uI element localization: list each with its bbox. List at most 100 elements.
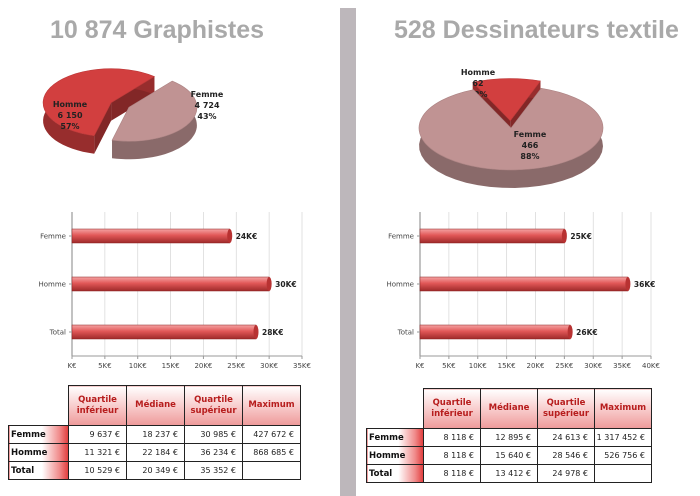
pie-label-femme: 43% [197,112,216,121]
pie-label-homme: 6 150 [57,111,82,120]
table-row: Femme 8 118 € 12 895 € 24 613 € 1 317 45… [366,428,652,447]
pie-chart: Homme 6 150 57% Femme 4 724 43% [42,68,224,160]
table-cell: 20 349 € [126,461,185,480]
bar-value-label: 25K€ [570,232,591,241]
pie-label-homme: 62 [472,79,483,88]
pie-label-femme: 4 724 [194,101,219,110]
x-tick-label: 35K€ [613,362,631,370]
pie-label-homme: Homme [461,68,496,77]
table-cell: 11 321 € [68,443,127,462]
bar-homme [419,276,629,292]
header-mediane: Médiane [480,388,538,429]
bar-value-label: 26K€ [576,328,597,337]
header-quartile-inferieur: Quartile inférieur [68,385,127,426]
x-tick-label: 35K€ [293,362,311,370]
table-row: Homme 8 118 € 15 640 € 28 546 € 526 756 … [366,446,652,465]
panel-title: 10 874 Graphistes [50,16,265,44]
table-cell: 8 118 € [423,428,481,447]
bar-chart: K€ 5K€ 10K€ 15K€ 20K€ 25K€ 30K€ 35K€ Femme 24K€ Ho… [39,212,311,370]
x-tick-label: 20K€ [527,362,545,370]
x-tick-label: 25K€ [227,362,245,370]
table-cell: 30 985 € [184,425,243,444]
x-tick-label: 20K€ [194,362,212,370]
pie-label-homme: Homme [53,100,88,109]
table-cell: 24 613 € [537,428,595,447]
table-cell: 22 184 € [126,443,185,462]
x-tick-label: 15K€ [498,362,516,370]
row-label-femme: Femme [8,425,69,444]
bar-value-label: 36K€ [634,280,655,289]
table-corner [9,386,69,426]
table-cell: 35 352 € [184,461,243,480]
bar-femme [419,228,565,244]
row-label-homme: Homme [366,446,424,465]
bar-value-label: 24K€ [236,232,257,241]
bar-total [419,324,571,340]
table-corner [367,389,424,429]
header-mediane: Médiane [126,385,185,426]
bar-end-cap [253,325,259,339]
header-quartile-inferieur: Quartile inférieur [423,388,481,429]
panel-dessinateurs-textile: 528 Dessinateurs textile Homme6212%Femme… [356,0,696,496]
table-row: Femme 9 637 € 18 237 € 30 985 € 427 672 … [8,425,301,444]
x-tick-label: 25K€ [555,362,573,370]
table-cell: 1 317 452 € [594,428,652,447]
pie-label-femme: 466 [522,141,539,150]
bar-end-cap [266,277,272,291]
table-cell: 526 756 € [594,446,652,465]
pie-label-homme: 57% [60,122,79,131]
pie-slice-homme [42,68,156,154]
x-tick-label: 30K€ [584,362,602,370]
x-tick-label: 40K€ [642,362,660,370]
bar-end-cap [227,229,233,243]
table-cell [242,461,301,480]
salary-table: Quartile inférieur Médiane Quartile supé… [366,388,652,483]
bar-total [71,324,257,340]
table-cell: 15 640 € [480,446,538,465]
bar-end-cap [561,229,567,243]
table-cell: 28 546 € [537,446,595,465]
table-cell: 24 978 € [537,464,595,483]
x-tick-label: 15K€ [162,362,180,370]
salary-table: Quartile inférieur Médiane Quartile supé… [8,385,301,480]
table-cell: 13 412 € [480,464,538,483]
header-quartile-superieur: Quartile supérieur [184,385,243,426]
table-cell: 8 118 € [423,464,481,483]
x-tick-label: 10K€ [469,362,487,370]
row-label-homme: Homme [8,443,69,462]
x-tick-label: 5K€ [98,362,112,370]
table-cell: 9 637 € [68,425,127,444]
table-row: Total 8 118 € 13 412 € 24 978 € [366,464,652,483]
table-cell: 10 529 € [68,461,127,480]
panel-graphistes: 10 874 Graphistes Homme 6 150 57% Femme 4 72… [0,0,340,496]
panel-title: 528 Dessinateurs textile [394,16,679,44]
bar-value-label: 30K€ [275,280,296,289]
row-label-total: Total [8,461,69,480]
row-label-femme: Femme [366,428,424,447]
table-cell: 36 234 € [184,443,243,462]
y-tick-label: Total [49,329,66,337]
x-tick-label: 5K€ [442,362,456,370]
bar-femme [71,228,230,244]
y-tick-label: Homme [387,281,415,289]
y-tick-label: Total [397,329,414,337]
y-tick-label: Femme [40,233,66,241]
pie-slice-femme [418,87,604,188]
y-tick-label: Homme [39,281,67,289]
table-row: Total 10 529 € 20 349 € 35 352 € [8,461,301,480]
pie-label-femme: Femme [514,130,547,139]
y-tick-label: Femme [388,233,414,241]
bar-chart: K€ 5K€ 10K€ 15K€ 20K€ 25K€ 30K€ 35K€ 40K€ Femme 25… [387,212,660,370]
pie-slice-femme [111,80,198,160]
bar-end-cap [625,277,631,291]
table-cell: 18 237 € [126,425,185,444]
table-cell: 8 118 € [423,446,481,465]
bar-homme [71,276,270,292]
row-label-total: Total [366,464,424,483]
bar-end-cap [567,325,573,339]
panel-divider [340,8,356,496]
x-tick-label: 10K€ [129,362,147,370]
header-maximum: Maximum [242,385,301,426]
table-row: Homme 11 321 € 22 184 € 36 234 € 868 685… [8,443,301,462]
